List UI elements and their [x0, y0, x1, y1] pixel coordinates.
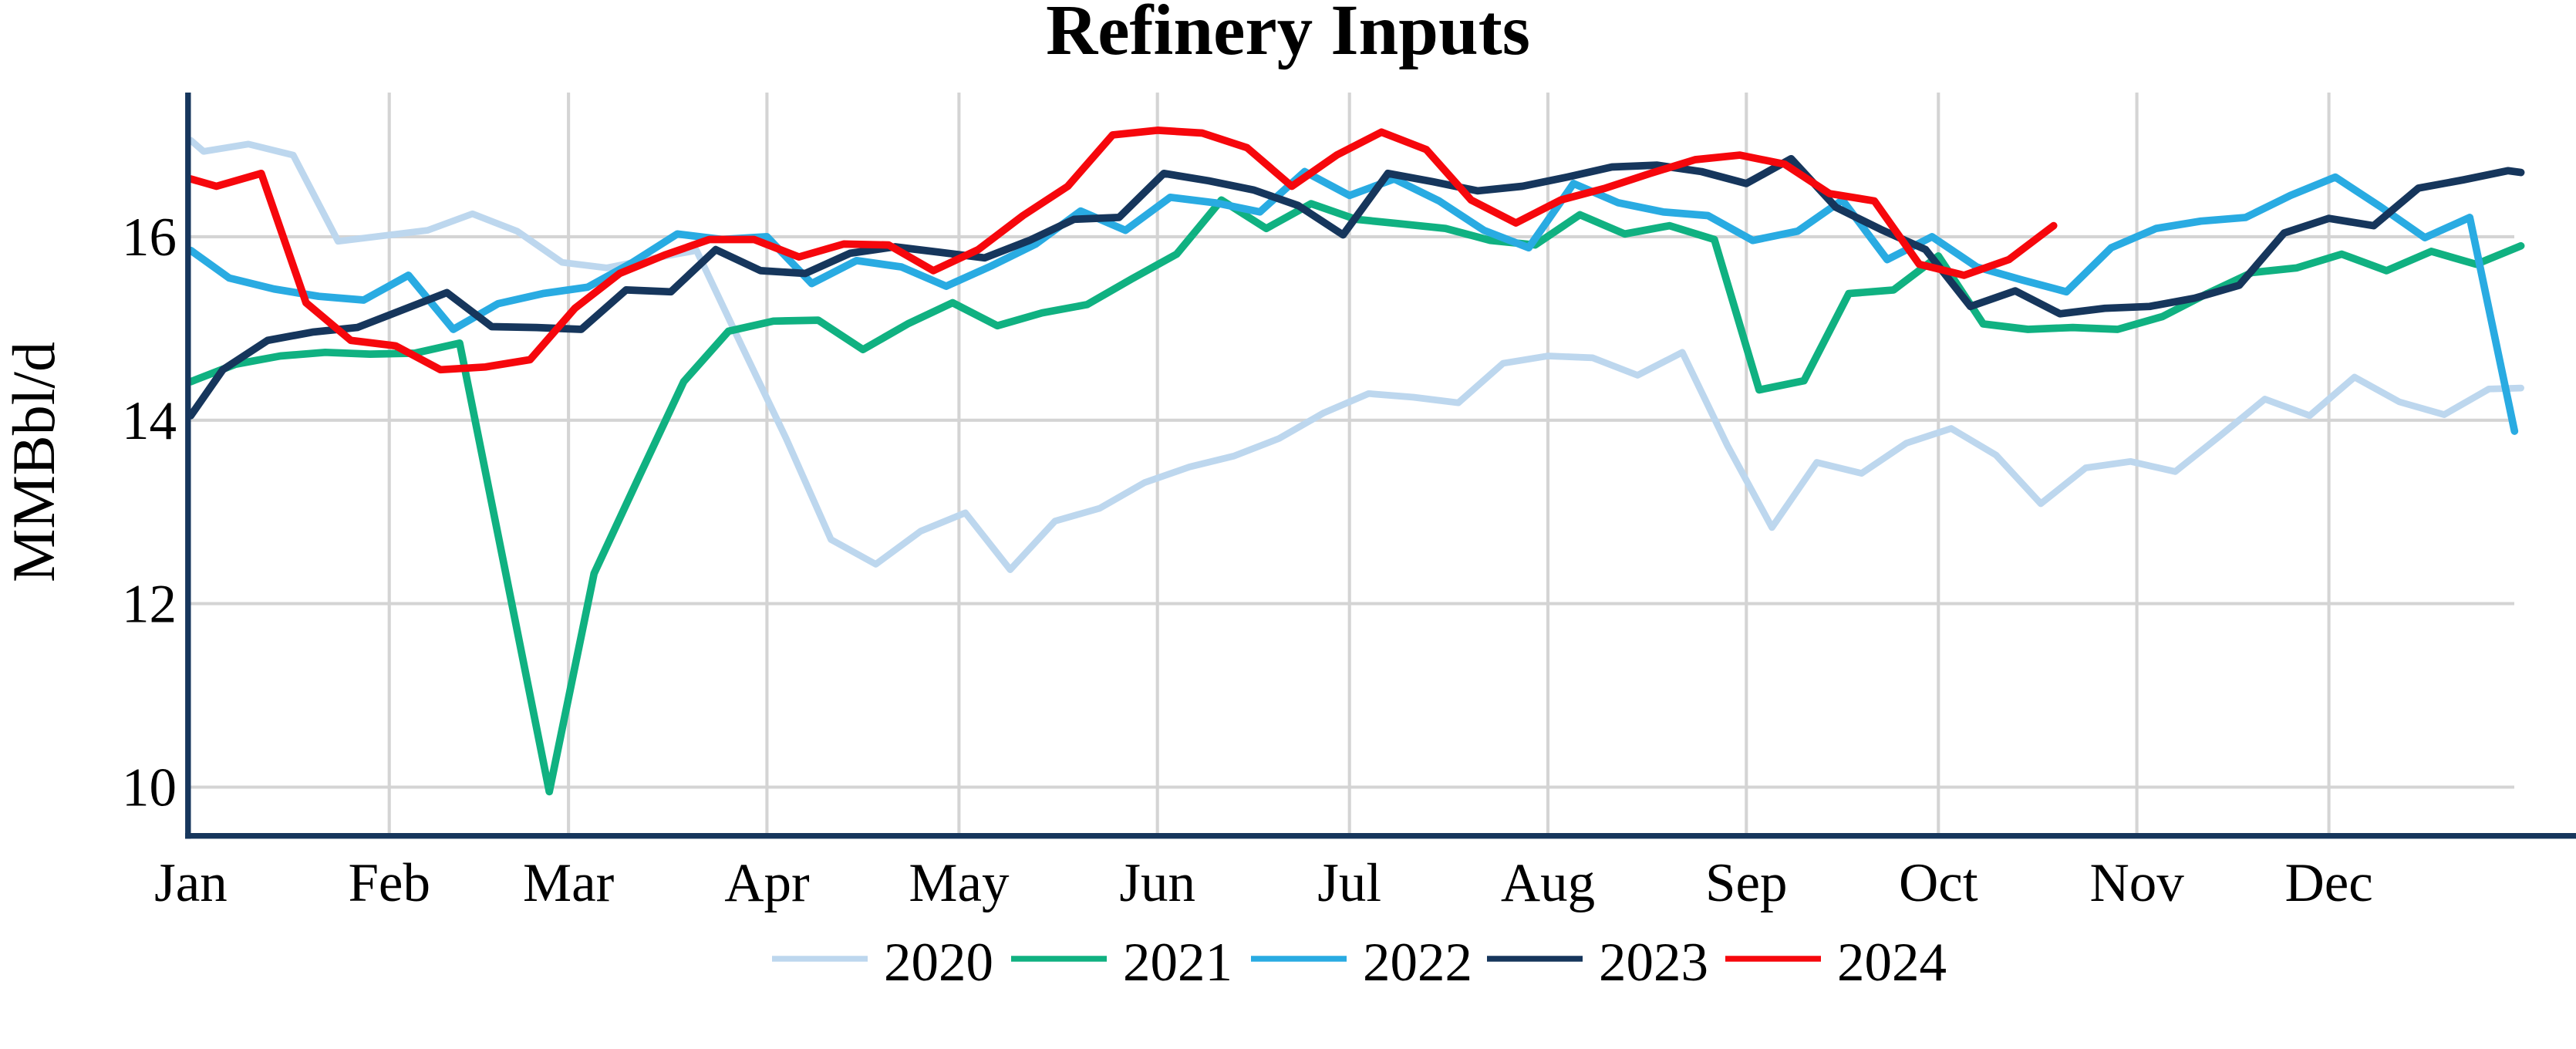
svg-text:2022: 2022	[1363, 933, 1472, 993]
svg-text:Feb: Feb	[348, 853, 430, 913]
svg-text:16: 16	[122, 207, 177, 268]
svg-text:Jun: Jun	[1119, 853, 1195, 913]
svg-text:2024: 2024	[1837, 933, 1947, 993]
svg-text:2023: 2023	[1599, 933, 1708, 993]
svg-text:MMBbl/d: MMBbl/d	[0, 342, 67, 582]
svg-text:Jul: Jul	[1317, 853, 1381, 913]
svg-text:12: 12	[122, 575, 177, 635]
svg-text:2021: 2021	[1123, 933, 1232, 993]
svg-text:Mar: Mar	[523, 853, 615, 913]
svg-text:Aug: Aug	[1501, 853, 1595, 913]
svg-text:14: 14	[122, 391, 177, 451]
svg-text:Dec: Dec	[2284, 853, 2372, 913]
svg-text:May: May	[909, 853, 1010, 913]
svg-text:Jan: Jan	[154, 853, 228, 913]
svg-text:Oct: Oct	[1899, 853, 1978, 913]
svg-text:10: 10	[122, 758, 177, 818]
svg-text:Refinery Inputs: Refinery Inputs	[1046, 0, 1530, 70]
svg-text:Apr: Apr	[724, 853, 810, 913]
svg-text:2020: 2020	[884, 933, 993, 993]
svg-text:Sep: Sep	[1705, 853, 1788, 913]
svg-text:Nov: Nov	[2089, 853, 2184, 913]
